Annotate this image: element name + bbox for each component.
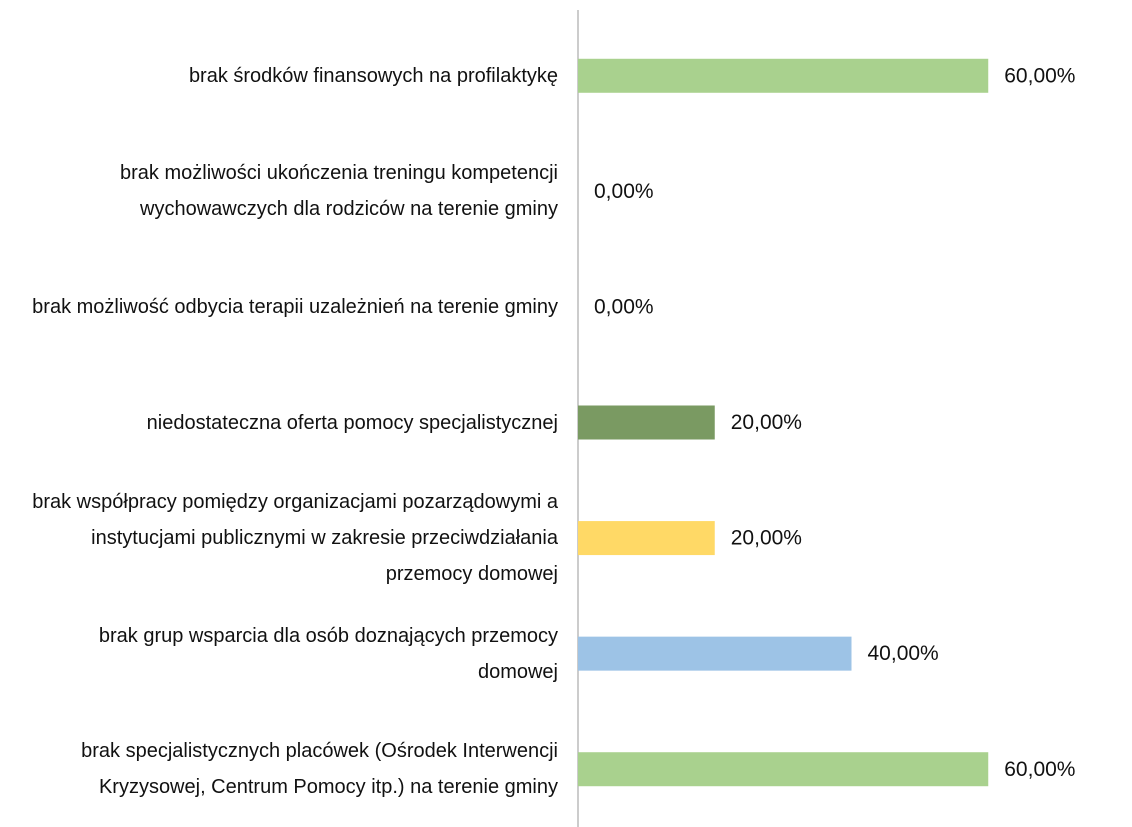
bar: [578, 636, 852, 671]
category-label: brak specjalistycznych placówek (Ośrodek…: [81, 740, 558, 799]
bar: [578, 58, 989, 93]
value-label: 0,00%: [594, 295, 654, 318]
category-label: brak możliwości ukończenia treningu komp…: [120, 162, 558, 221]
value-label: 20,00%: [731, 527, 802, 550]
bar: [578, 752, 989, 787]
bar: [578, 521, 715, 556]
value-label: 60,00%: [1004, 758, 1075, 781]
category-label: brak współpracy pomiędzy organizacjami p…: [32, 491, 558, 586]
value-label: 0,00%: [594, 180, 654, 203]
value-label: 60,00%: [1004, 64, 1075, 87]
category-label: brak grup wsparcia dla osób doznających …: [98, 624, 558, 683]
value-label: 20,00%: [731, 411, 802, 434]
category-label: brak możliwość odbycia terapii uzależnie…: [32, 295, 558, 318]
bar: [578, 405, 715, 440]
value-label: 40,00%: [868, 642, 939, 665]
category-label: niedostateczna oferta pomocy specjalisty…: [146, 411, 558, 434]
category-label: brak środków finansowych na profilaktykę: [188, 64, 558, 87]
